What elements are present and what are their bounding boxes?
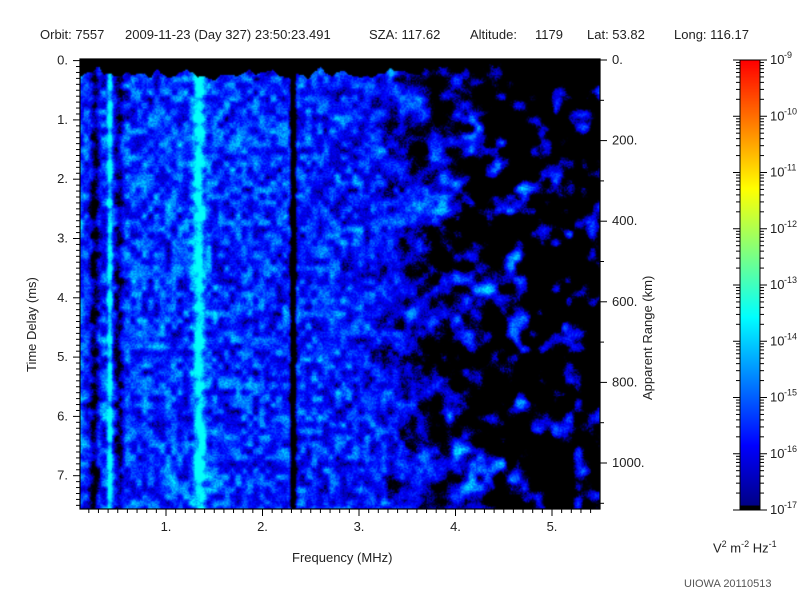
svg-text:-10: -10 (784, 106, 797, 116)
svg-text:10: 10 (770, 390, 784, 405)
svg-text:2.: 2. (57, 171, 68, 186)
svg-text:-12: -12 (784, 219, 797, 229)
svg-text:10: 10 (770, 221, 784, 236)
svg-text:7.: 7. (57, 468, 68, 483)
svg-text:5.: 5. (57, 349, 68, 364)
svg-text:2.: 2. (257, 519, 268, 534)
svg-text:-15: -15 (784, 388, 797, 398)
svg-text:800.: 800. (612, 374, 637, 389)
svg-text:-11: -11 (784, 163, 796, 173)
svg-text:3.: 3. (354, 519, 365, 534)
svg-text:10: 10 (770, 108, 784, 123)
svg-text:-14: -14 (784, 331, 797, 341)
svg-text:200.: 200. (612, 133, 637, 148)
svg-text:10: 10 (770, 277, 784, 292)
svg-text:400.: 400. (612, 213, 637, 228)
svg-text:0.: 0. (57, 53, 68, 68)
svg-text:0.: 0. (612, 52, 623, 67)
svg-text:-9: -9 (784, 50, 792, 60)
svg-text:-13: -13 (784, 275, 797, 285)
svg-text:10: 10 (770, 52, 784, 67)
svg-text:4.: 4. (57, 290, 68, 305)
svg-text:5.: 5. (547, 519, 558, 534)
svg-text:10: 10 (770, 446, 784, 461)
svg-text:6.: 6. (57, 408, 68, 423)
svg-text:1.: 1. (57, 112, 68, 127)
svg-text:1000.: 1000. (612, 455, 645, 470)
svg-text:-16: -16 (784, 444, 797, 454)
svg-text:1.: 1. (161, 519, 172, 534)
svg-text:10: 10 (770, 333, 784, 348)
svg-text:4.: 4. (450, 519, 461, 534)
svg-text:3.: 3. (57, 231, 68, 246)
svg-text:10: 10 (770, 165, 784, 180)
svg-text:600.: 600. (612, 294, 637, 309)
svg-text:10: 10 (770, 502, 784, 517)
svg-text:-17: -17 (784, 500, 797, 510)
